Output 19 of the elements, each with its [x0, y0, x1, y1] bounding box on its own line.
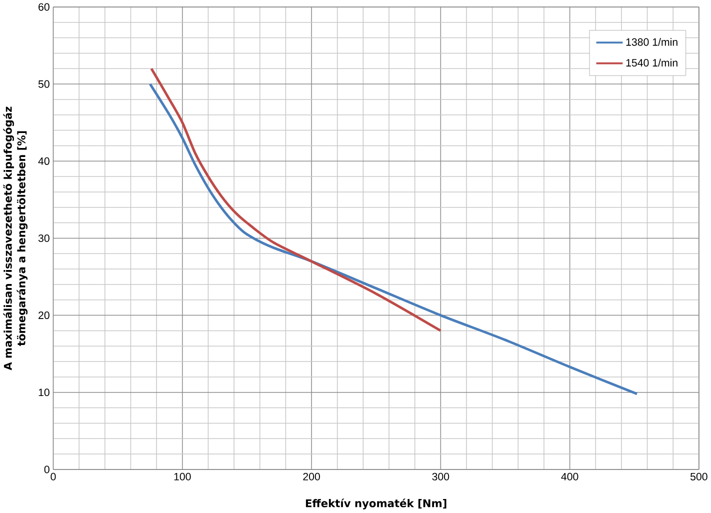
y-tick-label: 50	[38, 80, 50, 88]
x-tick-label: 100	[174, 473, 191, 481]
y-tick-label: 60	[38, 3, 50, 11]
legend-label: 1380 1/min	[626, 38, 678, 46]
y-axis-title: A maximálisan visszavezethető kipufogógáz tömegaránya a hengertöltetben [%]	[3, 106, 28, 370]
x-tick-label: 300	[432, 473, 450, 481]
line-series	[148, 82, 638, 396]
x-axis-title: Effektív nyomaték [Nm]	[306, 498, 446, 510]
y-tick-label: 30	[38, 234, 50, 242]
legend-label: 1540 1/min	[626, 58, 678, 67]
x-tick-label: 0	[50, 473, 56, 481]
x-tick-label: 400	[561, 473, 578, 481]
x-tick-label: 200	[303, 473, 320, 481]
x-tick-label: 500	[690, 473, 708, 481]
y-tick-label: 20	[38, 312, 50, 320]
y-tick-label: 0	[44, 466, 50, 474]
y-tick-label: 10	[38, 388, 50, 396]
line-series	[150, 68, 442, 332]
y-tick-label: 40	[38, 158, 50, 166]
